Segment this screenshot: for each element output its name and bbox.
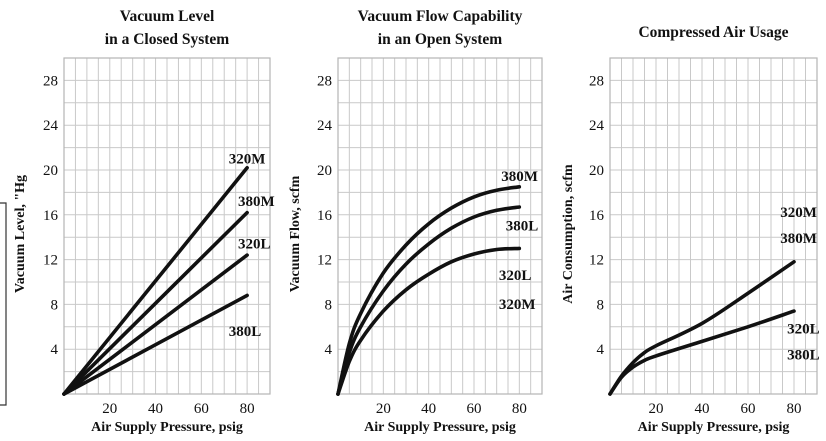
x-tick-label: 60 [194, 401, 209, 417]
curve-label: 380L [787, 347, 820, 363]
y-tick-label: 16 [317, 208, 333, 224]
curve-label: 380L [229, 324, 262, 340]
grid [64, 58, 270, 394]
curve-label: 320M [229, 151, 266, 167]
x-tick-label: 60 [741, 401, 756, 417]
curve-label: 380M [501, 169, 538, 185]
x-tick-label: 40 [421, 401, 436, 417]
series-line-320l [62, 253, 249, 396]
series-line-380m [336, 185, 522, 396]
curve-label: 320L [499, 268, 532, 284]
y-tick-label: 28 [589, 73, 604, 89]
y-tick-label: 24 [43, 118, 59, 134]
curve-label: 320L [787, 322, 820, 338]
chart-title: in a Closed System [105, 31, 230, 48]
y-tick-label: 16 [589, 208, 605, 224]
y-tick-label: 20 [317, 163, 332, 179]
chart-title: Compressed Air Usage [638, 24, 788, 41]
curve-label: 320L [238, 236, 271, 252]
x-axis-label: Air Supply Pressure, psig [364, 420, 516, 435]
series-line-320l-320m [336, 246, 522, 396]
x-tick-label: 40 [695, 401, 710, 417]
grid [610, 58, 817, 394]
y-axis-label: Vacuum Flow, scfm [288, 175, 303, 292]
curve-label: 320M [780, 205, 817, 221]
x-tick-label: 80 [512, 401, 527, 417]
y-tick-label: 28 [317, 73, 332, 89]
curve-label: 380M [238, 194, 275, 210]
series-line-320m [62, 166, 249, 396]
x-tick-label: 80 [787, 401, 802, 417]
chart-panel-1: Vacuum Level in a Closed System 4 8 12 16 20 24… [13, 8, 275, 435]
y-tick-label: 12 [317, 253, 332, 269]
plot-frame [63, 57, 271, 395]
y-tick-label: 20 [589, 163, 604, 179]
chart-title: Vacuum Flow Capability [358, 8, 523, 25]
y-tick-label: 28 [43, 73, 58, 89]
y-axis-label: Air Consumption, scfm [561, 164, 576, 304]
plot-frame [609, 57, 818, 395]
y-tick-label: 4 [597, 342, 605, 358]
x-tick-label: 20 [102, 401, 117, 417]
y-tick-label: 24 [317, 118, 333, 134]
y-tick-label: 12 [589, 253, 604, 269]
y-axis-label: Vacuum Level, "Hg [13, 175, 28, 293]
y-tick-label: 4 [51, 342, 59, 358]
chart-panel-3: Compressed Air Usage 4 8 12 16 20 24 28 20 40 60 80… [561, 24, 820, 435]
series-line-380m [62, 210, 249, 396]
series-line-380l [62, 293, 249, 396]
y-tick-label: 8 [325, 297, 333, 313]
x-tick-label: 20 [649, 401, 664, 417]
chart-panel-2: Vacuum Flow Capability in an Open System 4… [288, 8, 543, 435]
y-tick-label: 8 [51, 297, 59, 313]
plot-frame [337, 57, 543, 395]
y-tick-label: 4 [325, 342, 333, 358]
grid [338, 58, 542, 394]
curve-label: 320M [499, 297, 536, 313]
y-tick-label: 16 [43, 208, 59, 224]
x-axis-label: Air Supply Pressure, psig [638, 420, 790, 435]
series-line-320l-380l [608, 309, 796, 396]
chart-title: in an Open System [378, 31, 503, 48]
x-tick-label: 80 [240, 401, 255, 417]
x-axis-label: Air Supply Pressure, psig [91, 420, 243, 435]
curve-label: 380L [506, 218, 539, 234]
chart-title: Vacuum Level [120, 8, 215, 25]
y-tick-label: 8 [597, 297, 605, 313]
x-tick-label: 60 [467, 401, 482, 417]
x-tick-label: 40 [148, 401, 163, 417]
y-tick-label: 20 [43, 163, 58, 179]
page-bracket [0, 202, 7, 406]
curve-label: 380M [780, 231, 817, 247]
y-tick-label: 24 [589, 118, 605, 134]
x-tick-label: 20 [376, 401, 391, 417]
series-line-380l [336, 205, 522, 396]
y-tick-label: 12 [43, 253, 58, 269]
